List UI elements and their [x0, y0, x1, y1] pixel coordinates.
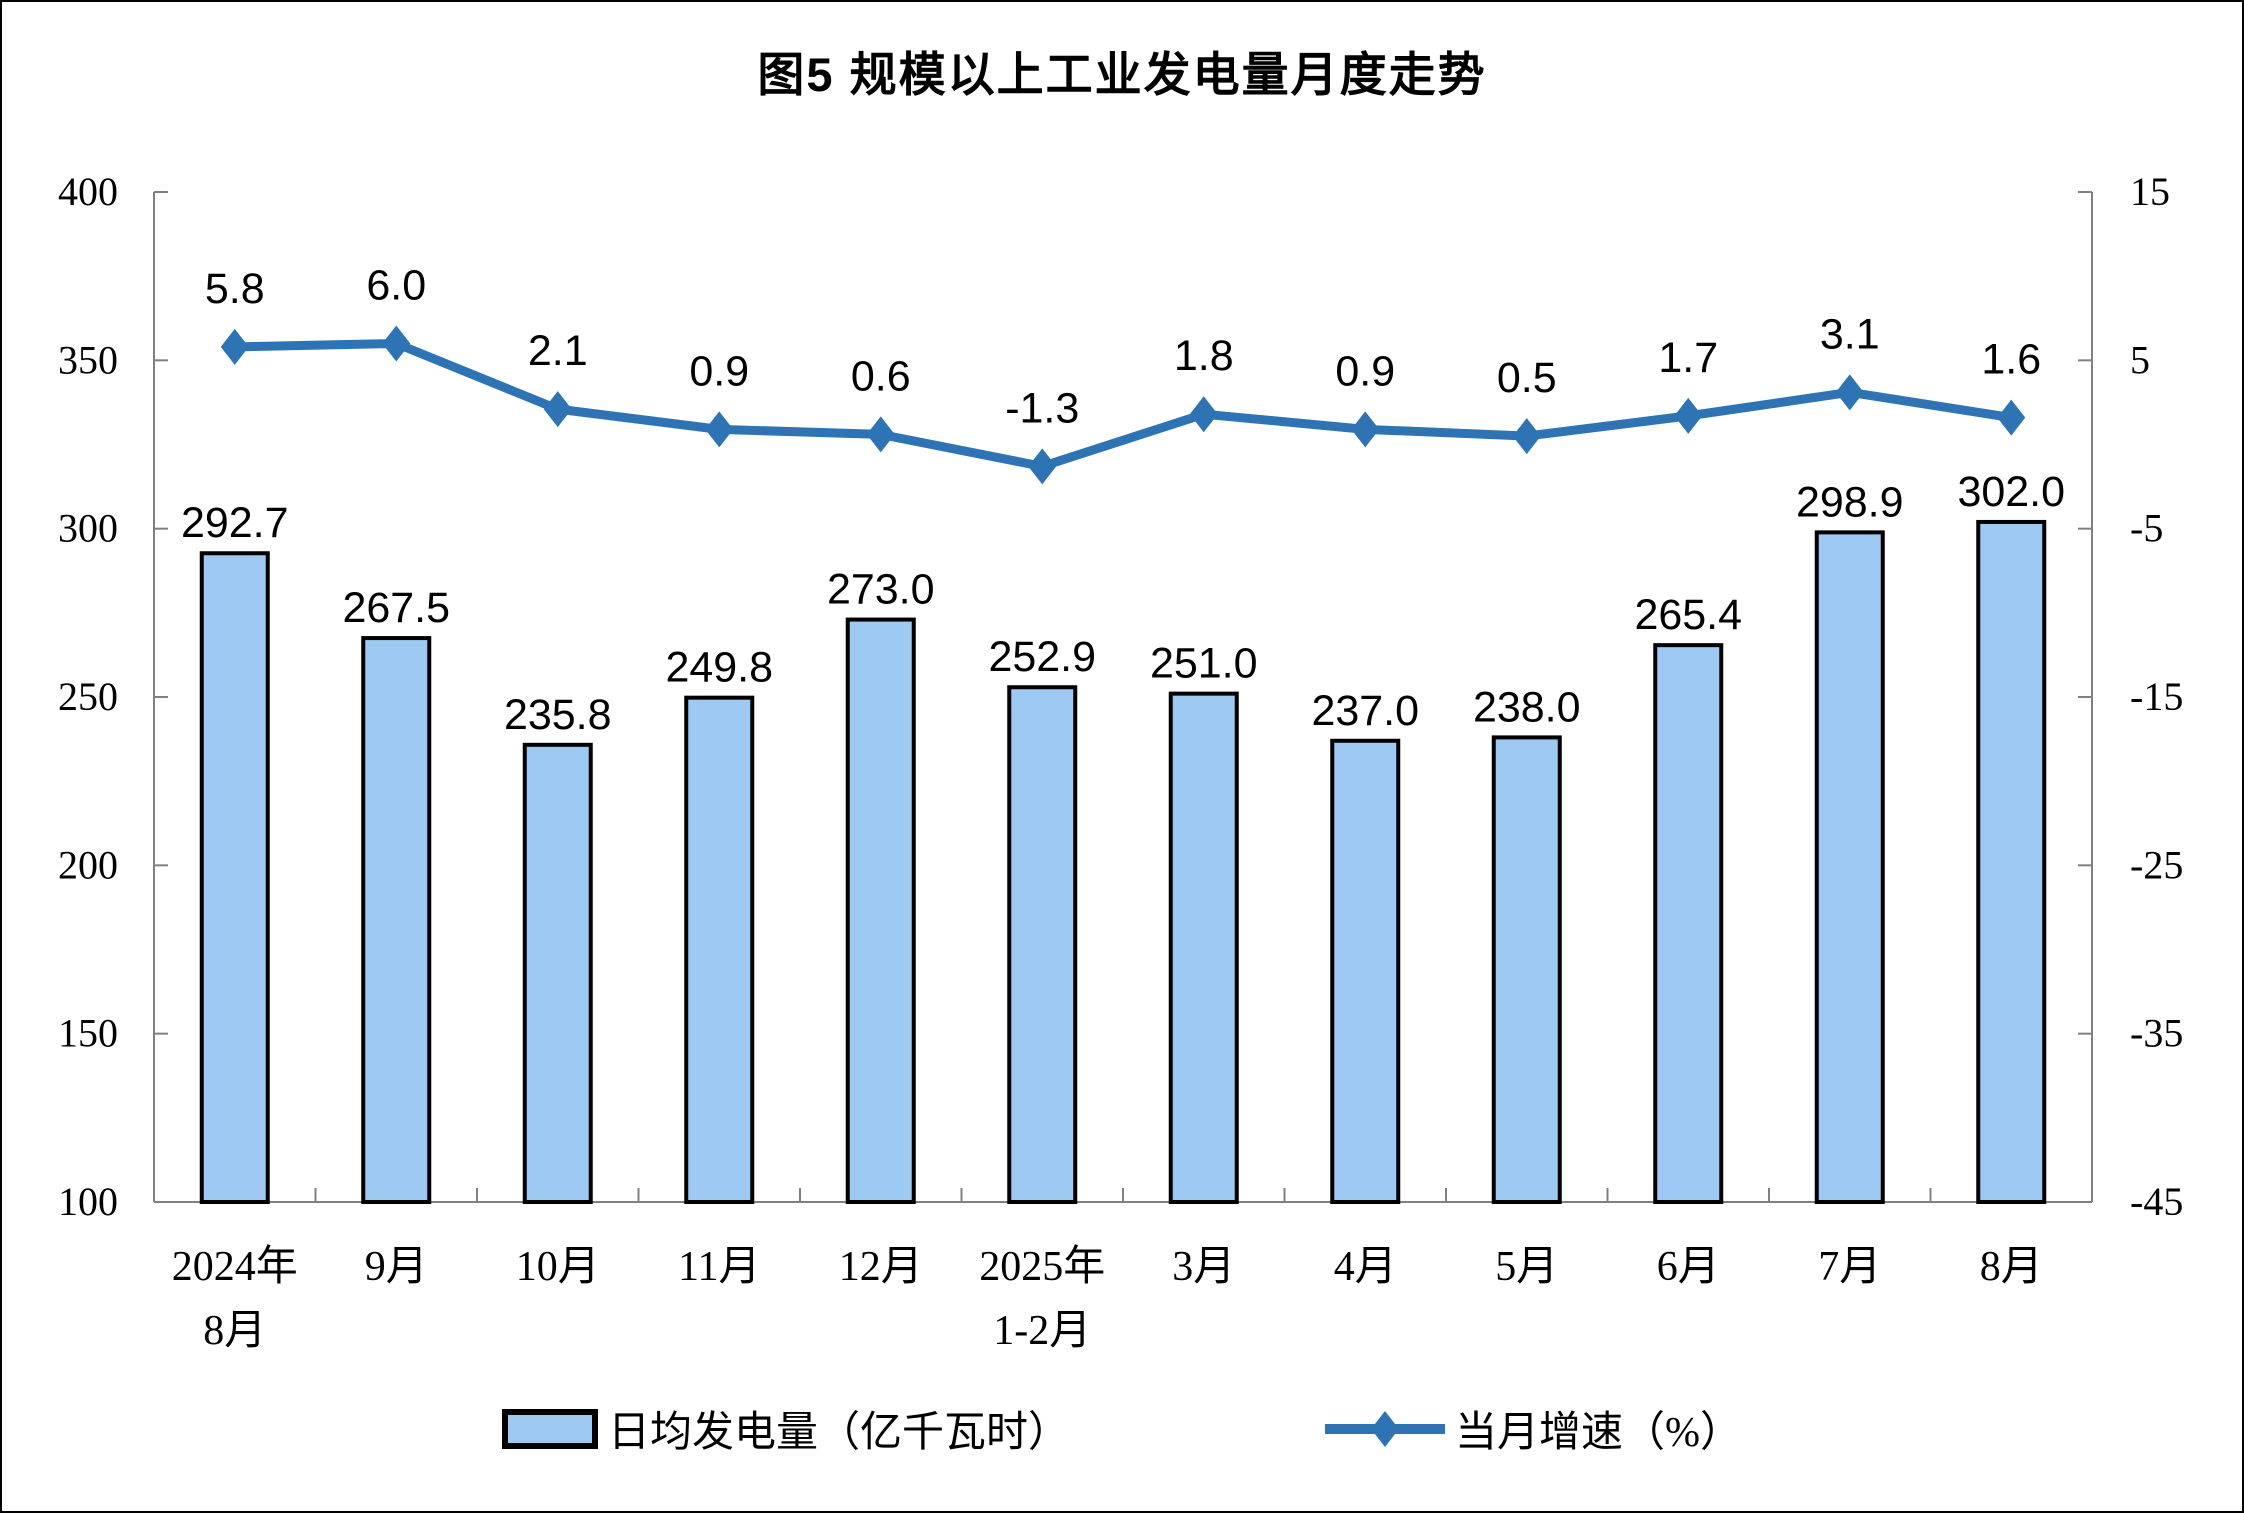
- bar-2024年8月: [199, 551, 270, 1204]
- x-category-label: 1-2月: [993, 1308, 1091, 1354]
- x-category-label: 12月: [839, 1244, 923, 1290]
- bar-3月: [1168, 691, 1239, 1205]
- x-category-label: 5月: [1495, 1244, 1558, 1290]
- left-axis-tick-label: 150: [58, 1011, 118, 1056]
- left-axis-tick-label: 100: [58, 1179, 118, 1224]
- line-series-swatch: [1325, 1410, 1445, 1447]
- bar-12月: [845, 617, 916, 1204]
- line-marker-3月: [1189, 396, 1218, 433]
- line-value-label: 1.8: [1174, 332, 1234, 380]
- bar-value-label: 265.4: [1634, 591, 1742, 639]
- legend-diamond-glyph: [1371, 1410, 1399, 1447]
- line-value-label: 5.8: [205, 265, 265, 313]
- right-axis-tick-label: -15: [2130, 674, 2183, 719]
- bar-value-label: 249.8: [665, 644, 773, 692]
- bar-value-label: 251.0: [1150, 640, 1258, 688]
- right-axis-tick-label: -25: [2130, 842, 2183, 887]
- bar-5月: [1491, 735, 1562, 1205]
- line-value-label: -1.3: [1005, 384, 1079, 432]
- chart-title: 图5 规模以上工业发电量月度走势: [757, 48, 1487, 101]
- bar-value-label: 292.7: [181, 499, 289, 547]
- line-marker-6月: [1674, 397, 1703, 434]
- line-marker-7月: [1835, 374, 1864, 411]
- bar-value-label: 252.9: [988, 633, 1096, 681]
- legend-item-line-series: 当月增速（%）: [1325, 1398, 1742, 1459]
- left-axis-tick-label: 350: [58, 337, 118, 382]
- bar-value-label: 273.0: [827, 566, 935, 614]
- line-marker-4月: [1351, 411, 1380, 448]
- bar-7月: [1814, 530, 1885, 1204]
- line-value-label: 0.5: [1497, 354, 1557, 402]
- legend-line-label: 当月增速（%）: [1455, 1410, 1742, 1456]
- line-value-label: 1.6: [1981, 336, 2041, 384]
- legend: 日均发电量（亿千瓦时） 当月增速（%）: [2, 1398, 2242, 1459]
- line-marker-11月: [705, 411, 734, 448]
- bar-8月: [1976, 519, 2047, 1204]
- line-value-label: 2.1: [528, 327, 588, 375]
- legend-bar-label: 日均发电量（亿千瓦时）: [607, 1410, 1070, 1456]
- left-axis-tick-label: 250: [58, 674, 118, 719]
- bar-2025年1-2月: [1007, 685, 1078, 1204]
- right-axis-tick-label: 15: [2130, 169, 2170, 214]
- x-category-label: 9月: [365, 1244, 428, 1290]
- legend-item-bar-series: 日均发电量（亿千瓦时）: [501, 1398, 1070, 1459]
- x-category-label: 10月: [516, 1244, 600, 1290]
- bar-value-label: 238.0: [1473, 683, 1581, 731]
- x-category-label: 2025年: [979, 1243, 1105, 1290]
- line-marker-2025年1-2月: [1028, 448, 1057, 485]
- right-axis-tick-label: -5: [2130, 506, 2163, 551]
- bar-6月: [1653, 643, 1724, 1204]
- left-axis-tick-label: 400: [58, 169, 118, 214]
- line-marker-2024年8月: [220, 328, 249, 365]
- line-value-label: 1.7: [1658, 334, 1718, 382]
- line-marker-9月: [382, 325, 411, 362]
- bar-value-label: 267.5: [342, 584, 450, 632]
- bar-value-label: 235.8: [504, 691, 612, 739]
- bar-value-label: 302.0: [1957, 468, 2065, 516]
- x-category-label: 7月: [1818, 1244, 1881, 1290]
- line-marker-10月: [543, 391, 572, 428]
- x-category-label: 8月: [203, 1308, 266, 1354]
- bar-value-label: 298.9: [1796, 478, 1904, 526]
- bar-9月: [361, 636, 432, 1204]
- line-value-label: 0.9: [689, 347, 749, 395]
- line-marker-5月: [1512, 418, 1541, 455]
- line-value-label: 0.6: [851, 352, 911, 400]
- bar-10月: [522, 742, 593, 1204]
- x-category-label: 3月: [1172, 1244, 1235, 1290]
- left-axis-tick-label: 300: [58, 506, 118, 551]
- line-marker-8月: [1997, 399, 2026, 436]
- bar-series-swatch: [501, 1408, 598, 1449]
- x-category-label: 2024年: [172, 1243, 298, 1290]
- x-category-label: 8月: [1980, 1244, 2043, 1290]
- right-axis-tick-label: -45: [2130, 1179, 2183, 1224]
- x-category-label: 6月: [1657, 1244, 1720, 1290]
- bar-value-label: 237.0: [1311, 687, 1419, 735]
- x-category-label: 4月: [1334, 1244, 1397, 1290]
- right-axis-tick-label: -35: [2130, 1011, 2183, 1056]
- bar-4月: [1330, 738, 1401, 1204]
- line-value-label: 0.9: [1335, 347, 1395, 395]
- line-value-label: 6.0: [366, 262, 426, 310]
- line-value-label: 3.1: [1820, 310, 1880, 358]
- growth-line: [230, 339, 2016, 471]
- x-category-label: 11月: [678, 1244, 760, 1290]
- left-axis-tick-label: 200: [58, 842, 118, 887]
- bar-11月: [684, 695, 755, 1204]
- line-marker-12月: [866, 416, 895, 453]
- right-axis-tick-label: 5: [2130, 337, 2150, 382]
